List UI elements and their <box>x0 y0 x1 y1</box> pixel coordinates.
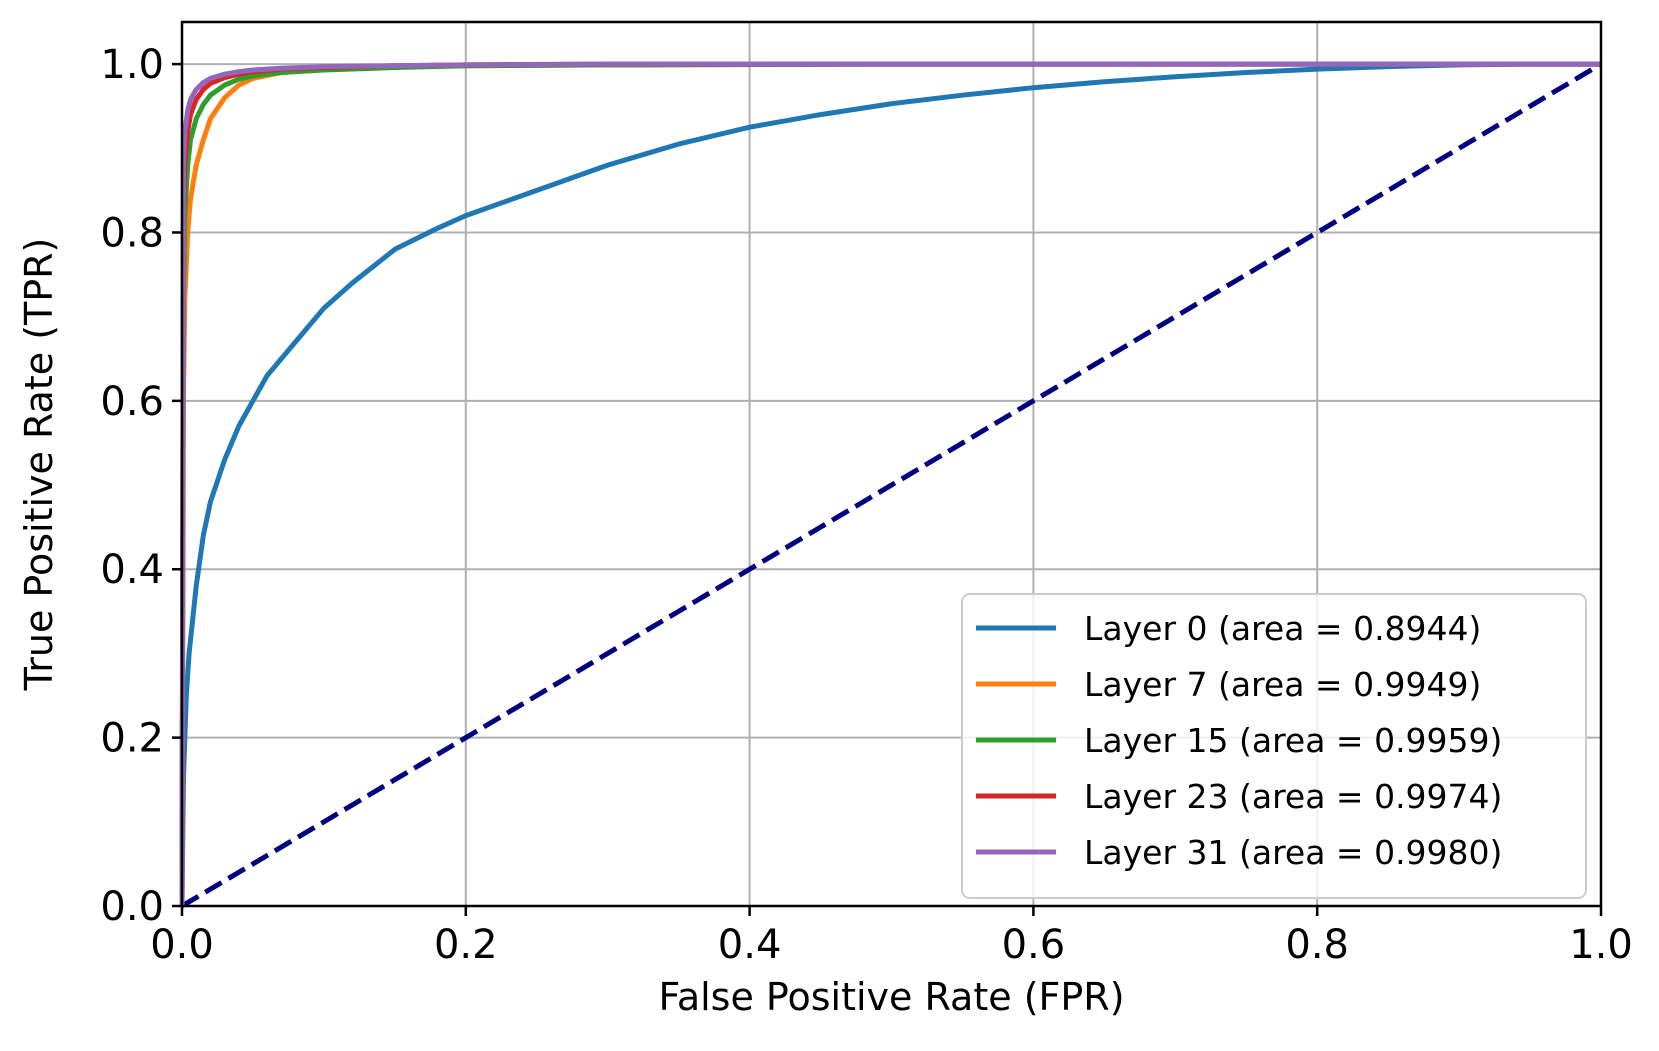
reference-diagonal-line <box>180 61 1603 909</box>
legend-label: Layer 15 (area = 0.9959) <box>1084 721 1502 760</box>
y-tick-label: 0.6 <box>100 379 164 425</box>
x-axis-ticks: 0.0 0.2 0.4 0.6 0.8 1.0 <box>150 906 1633 968</box>
grid <box>181 22 1602 907</box>
plot-frame <box>180 20 1603 908</box>
x-tick-label: 0.6 <box>1002 922 1066 968</box>
y-tick-label: 0.8 <box>100 210 164 256</box>
y-axis-label: True Positive Rate (TPR) <box>17 238 61 692</box>
x-tick-label: 1.0 <box>1569 922 1633 968</box>
legend-label: Layer 31 (area = 0.9980) <box>1084 833 1502 872</box>
x-axis-label: False Positive Rate (FPR) <box>658 975 1124 1019</box>
legend: Layer 0 (area = 0.8944) Layer 7 (area = 0… <box>961 593 1587 899</box>
legend-label: Layer 7 (area = 0.9949) <box>1084 665 1481 704</box>
x-tick-label: 0.4 <box>718 922 782 968</box>
x-tick-label: 0.2 <box>434 922 498 968</box>
y-tick-label: 1.0 <box>100 42 164 88</box>
plot-lines <box>179 61 1603 909</box>
legend-label: Layer 23 (area = 0.9974) <box>1084 777 1502 816</box>
y-axis-ticks: 0.0 0.2 0.4 0.6 0.8 1.0 <box>100 42 182 930</box>
x-tick-label: 0.8 <box>1285 922 1349 968</box>
y-tick-label: 0.2 <box>100 716 164 762</box>
y-tick-label: 0.4 <box>100 547 164 593</box>
x-tick-label: 0.0 <box>150 922 214 968</box>
series-line-4 <box>179 61 1601 907</box>
legend-label: Layer 0 (area = 0.8944) <box>1084 609 1481 648</box>
legend-box <box>961 593 1587 899</box>
series-line-0 <box>179 61 1601 907</box>
y-tick-label: 0.0 <box>100 884 164 930</box>
